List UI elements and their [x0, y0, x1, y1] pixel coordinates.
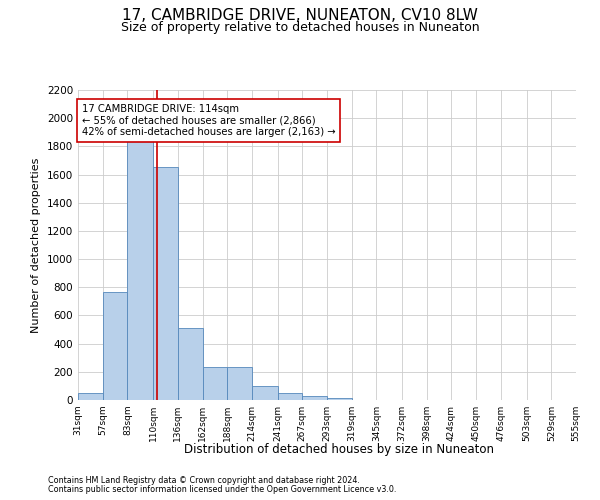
Bar: [327, 398, 352, 400]
Y-axis label: Number of detached properties: Number of detached properties: [31, 158, 41, 332]
Bar: [178, 328, 203, 400]
Text: Contains public sector information licensed under the Open Government Licence v3: Contains public sector information licen…: [48, 485, 397, 494]
Text: Size of property relative to detached houses in Nuneaton: Size of property relative to detached ho…: [121, 21, 479, 34]
Bar: [127, 140, 153, 400]
Bar: [103, 292, 127, 400]
Bar: [252, 386, 278, 400]
Bar: [203, 367, 227, 400]
Text: Distribution of detached houses by size in Nuneaton: Distribution of detached houses by size …: [184, 442, 494, 456]
Text: 17, CAMBRIDGE DRIVE, NUNEATON, CV10 8LW: 17, CAMBRIDGE DRIVE, NUNEATON, CV10 8LW: [122, 8, 478, 22]
Text: Contains HM Land Registry data © Crown copyright and database right 2024.: Contains HM Land Registry data © Crown c…: [48, 476, 360, 485]
Bar: [153, 168, 178, 400]
Bar: [227, 367, 252, 400]
Bar: [78, 393, 103, 400]
Bar: [278, 393, 302, 400]
Text: 17 CAMBRIDGE DRIVE: 114sqm
← 55% of detached houses are smaller (2,866)
42% of s: 17 CAMBRIDGE DRIVE: 114sqm ← 55% of deta…: [82, 104, 335, 138]
Bar: [302, 396, 327, 400]
